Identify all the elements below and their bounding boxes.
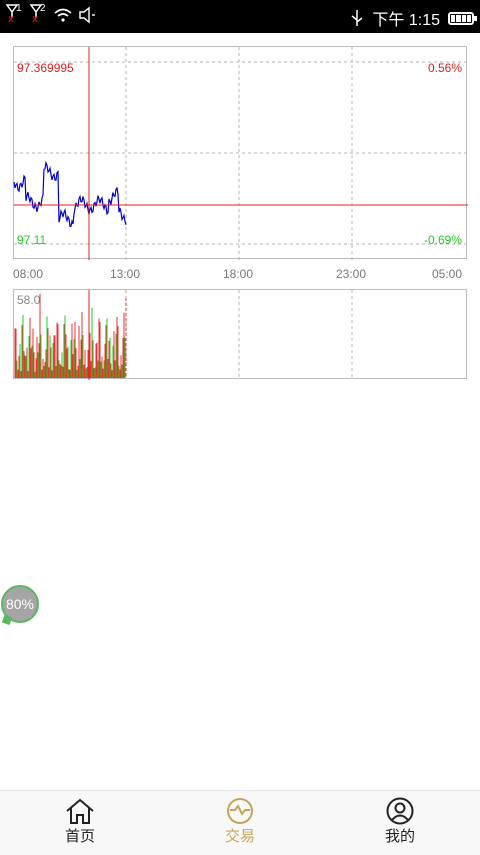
speaker-icon (79, 6, 95, 24)
tab-trade-label: 交易 (224, 828, 255, 845)
tab-home-label: 首页 (64, 828, 95, 845)
price-line (13, 160, 127, 228)
volume-max-label: 58.0 (17, 293, 41, 307)
x-tick-4: 05:00 (432, 267, 463, 281)
usb-icon (351, 10, 363, 26)
battery-icon (448, 11, 477, 25)
badge-text: 80% (5, 596, 35, 612)
x-tick-1: 13:00 (110, 267, 141, 281)
profile-icon (386, 797, 414, 825)
bottom-tab-bar: 首页 交易 我的 (0, 790, 480, 855)
status-bar: 1 x 2 x 下午 1:15 (0, 0, 480, 33)
x-tick-3: 23:00 (336, 267, 367, 281)
crosshair-price-label: 97.369995 (17, 61, 74, 75)
price-grid (14, 47, 468, 260)
sim1-label: 1 (16, 3, 22, 14)
home-icon (66, 798, 94, 824)
sim2-label: 2 (40, 3, 46, 14)
wifi-icon (54, 8, 72, 22)
low-price-label: 97.11 (17, 233, 47, 247)
floating-percent-badge[interactable]: 80% (1, 585, 39, 623)
status-left: 1 x 2 x (5, 3, 96, 26)
status-time: 下午 1:15 (372, 12, 440, 29)
volume-grid (125, 290, 353, 380)
volume-bars (14, 293, 127, 378)
tab-trade[interactable]: 交易 (160, 791, 320, 855)
sim2-signal-icon: 2 x (29, 3, 46, 25)
sim1-signal-icon: 1 x (5, 3, 22, 25)
volume-chart-svg (14, 290, 353, 380)
low-pct-label: -0.69% (423, 233, 462, 247)
price-chart-svg (13, 47, 468, 260)
status-right: 下午 1:15 (350, 6, 477, 30)
trade-icon (227, 798, 253, 824)
volume-chart[interactable]: 58.0 (13, 289, 467, 380)
tab-home[interactable]: 首页 (0, 791, 160, 855)
tab-profile[interactable]: 我的 (320, 791, 480, 855)
tab-profile-label: 我的 (384, 828, 415, 845)
x-tick-0: 08:00 (13, 267, 44, 281)
x-tick-2: 18:00 (223, 267, 254, 281)
crosshair-pct-label: 0.56% (427, 61, 462, 75)
price-chart[interactable]: 97.369995 0.56% 97.11 -0.69% (13, 46, 468, 260)
